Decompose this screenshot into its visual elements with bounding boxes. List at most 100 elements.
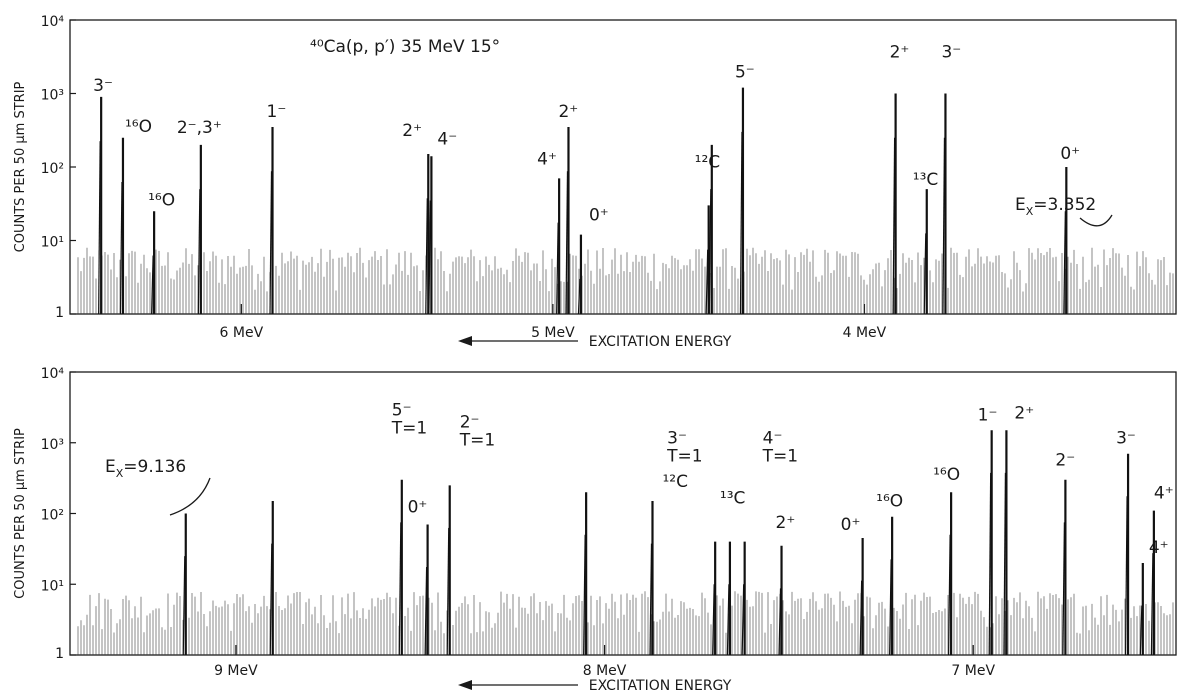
y-tick-label: 10⁴ xyxy=(41,366,65,382)
x-axis-label: EXCITATION ENERGY xyxy=(589,334,732,350)
peak-shoulder xyxy=(98,141,101,315)
x-tick-label: 9 MeV xyxy=(214,663,258,679)
x-tick-label: 7 MeV xyxy=(951,663,995,679)
peak-shoulder xyxy=(556,222,559,315)
y-tick-label: 10³ xyxy=(41,88,64,104)
peak-label: ¹²C xyxy=(695,152,721,172)
peak-label: 2⁻ xyxy=(460,412,480,432)
peak-label: ¹⁶O xyxy=(876,492,903,512)
peak-label: ¹²C xyxy=(662,472,688,492)
peak-label: 3⁻ xyxy=(941,43,961,63)
peak-label: 4⁺ xyxy=(537,149,557,169)
x-tick-label: 4 MeV xyxy=(843,325,887,341)
peak-shoulder xyxy=(1139,605,1143,656)
peak-label: 4⁺ xyxy=(1154,484,1174,504)
peak-shoulder xyxy=(942,137,946,315)
peak-shoulder xyxy=(889,559,892,656)
y-axis-label: COUNTS PER 50 µm STRIP xyxy=(13,428,28,599)
peak-label: 2⁺ xyxy=(890,43,910,63)
x-axis-arrow-head xyxy=(458,336,472,346)
y-tick-label: 10¹ xyxy=(41,578,64,594)
ex-annotation: EX=9.136 xyxy=(105,457,186,480)
peak-label: 4⁻ xyxy=(763,429,783,449)
peak-label: T=1 xyxy=(762,447,798,467)
peak-shoulder xyxy=(269,171,273,315)
peak-shoulder xyxy=(424,567,428,656)
peak-shoulder xyxy=(269,543,273,656)
peak-label: 2⁺ xyxy=(558,102,578,122)
peak-label: T=1 xyxy=(391,419,427,439)
background-counts xyxy=(77,247,1174,314)
peak-label: 2⁺ xyxy=(776,513,796,533)
peak-shoulder xyxy=(705,249,709,315)
x-tick-label: 5 MeV xyxy=(531,325,575,341)
peak-label: ¹⁶O xyxy=(125,117,152,137)
peak-label: ¹³C xyxy=(913,170,939,190)
peak-label: 4⁺ xyxy=(1149,538,1169,558)
peak-shoulder xyxy=(577,278,581,315)
peak-shoulder xyxy=(726,584,730,656)
peak-shoulder xyxy=(712,584,715,656)
top-spectrum-panel: 1 10¹ 10² 10³ 10⁴ COUNTS PER 50 µm STRIP 6 MeV… xyxy=(13,14,1177,350)
plot-frame xyxy=(69,371,1177,656)
x-tick-label: 8 MeV xyxy=(583,663,627,679)
peak-shoulder xyxy=(565,171,569,315)
y-tick-label: 10² xyxy=(41,508,64,524)
peak-label: 2⁺ xyxy=(402,121,422,141)
y-tick-label: 10⁴ xyxy=(41,14,65,30)
y-axis-label: COUNTS PER 50 µm STRIP xyxy=(13,81,28,252)
peak-label: 3⁻ xyxy=(93,76,113,96)
y-tick-label: 10¹ xyxy=(41,235,64,251)
chart-title: ⁴⁰Ca(p, p′) 35 MeV 15° xyxy=(310,37,500,57)
peak-shoulder xyxy=(1124,496,1128,656)
peak-shoulder xyxy=(778,588,782,656)
peak-label: 2⁺ xyxy=(1014,403,1034,423)
peak-label: 5⁻ xyxy=(735,63,755,83)
peak-label: T=1 xyxy=(666,447,702,467)
peak-label: 1⁻ xyxy=(267,102,287,122)
peak-label: T=1 xyxy=(459,430,495,450)
x-axis-arrow-head xyxy=(458,680,472,690)
peak-label: 2⁻,3⁺ xyxy=(177,118,222,138)
peak-label: 4⁻ xyxy=(437,129,457,149)
peak-shoulder xyxy=(583,534,586,656)
peak-shoulder xyxy=(398,522,402,656)
ex-annotation: EX=3.352 xyxy=(1015,195,1096,218)
y-tick-label: 10³ xyxy=(41,437,64,453)
peak-shoulder xyxy=(708,189,712,315)
peak-label: 3⁻ xyxy=(1116,429,1136,449)
peak-label: 3⁻ xyxy=(667,429,687,449)
peak-shoulder xyxy=(923,233,927,315)
peak-shoulder xyxy=(428,200,431,315)
peak-label: 0⁺ xyxy=(1060,144,1080,164)
peak-shoulder xyxy=(446,527,450,656)
background-counts xyxy=(77,591,1174,655)
y-tick-label: 1 xyxy=(55,646,64,662)
peak-shoulder xyxy=(197,189,201,315)
peak-shoulder xyxy=(151,255,154,315)
x-axis-label: EXCITATION ENERGY xyxy=(589,678,732,694)
peak-label: 2⁻ xyxy=(1055,451,1075,471)
peak-shoulder xyxy=(649,543,653,656)
ex-arrow xyxy=(1079,214,1113,227)
plot-frame xyxy=(69,19,1177,315)
peak-label: 0⁺ xyxy=(589,206,609,226)
peak-label: 5⁻ xyxy=(392,401,412,421)
peak-label: 0⁺ xyxy=(408,497,428,517)
peak-shoulder xyxy=(988,472,992,656)
peak-shoulder xyxy=(1150,553,1154,656)
bottom-spectrum-panel: 1 10¹ 10² 10³ 10⁴ COUNTS PER 50 µm STRIP 9 MeV… xyxy=(13,366,1177,694)
peak-label: ¹³C xyxy=(720,489,746,509)
peak-shoulder xyxy=(182,556,186,656)
y-tick-label: 10² xyxy=(41,161,64,177)
ex-arrow xyxy=(169,477,211,516)
y-tick-label: 1 xyxy=(55,305,64,321)
peak-shoulder xyxy=(1003,472,1007,656)
peak-label: ¹⁶O xyxy=(933,465,960,485)
peak-shoulder xyxy=(948,534,951,656)
x-tick-label: 6 MeV xyxy=(220,325,264,341)
peak-shoulder xyxy=(425,198,428,315)
peak-shoulder xyxy=(859,580,863,656)
peak-shoulder xyxy=(741,584,745,656)
